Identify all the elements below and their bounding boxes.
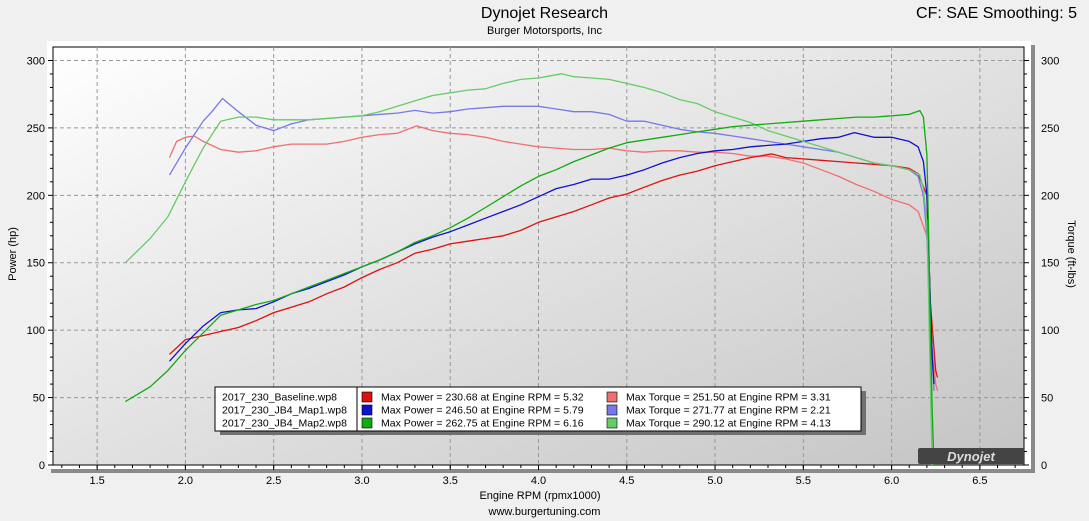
y-tick-label: 0 xyxy=(39,460,45,472)
y-tick-label: 100 xyxy=(27,325,45,337)
legend-series-name: 2017_230_JB4_Map1.wp8 xyxy=(222,405,347,417)
x-tick-label: 4.0 xyxy=(531,475,546,487)
legend-series-name: 2017_230_Baseline.wp8 xyxy=(222,392,337,404)
y2-tick-label: 50 xyxy=(1041,393,1053,405)
x-tick-label: 1.5 xyxy=(89,475,104,487)
legend-power-swatch xyxy=(361,404,373,416)
y-tick-label: 300 xyxy=(27,55,45,67)
x-tick-label: 6.0 xyxy=(884,475,899,487)
series-3-torque-line xyxy=(124,73,933,466)
series-lines xyxy=(124,73,939,466)
x-tick-label: 2.0 xyxy=(178,475,193,487)
axis-ticks: 1.5 2.0 2.5 3.0 3.5 4.0 4.5 5.0 5.5 6.0 6.5 0 0 50 50 1… xyxy=(27,55,1060,487)
legend-series-name: 2017_230_JB4_Map2.wp8 xyxy=(222,418,347,430)
x-axis-label: Engine RPM (rpmx1000) xyxy=(479,490,600,502)
y2-tick-label: 200 xyxy=(1041,190,1059,202)
legend-power-swatch xyxy=(361,391,373,403)
series-1-power-line xyxy=(169,153,939,378)
legend-max-torque: Max Torque = 251.50 at Engine RPM = 3.31 xyxy=(626,392,831,404)
chart-subtitle: Burger Motorsports, Inc xyxy=(487,25,602,37)
legend: 2017_230_Baseline.wp8 Max Power = 230.68 … xyxy=(214,386,866,435)
legend-max-torque: Max Torque = 290.12 at Engine RPM = 4.13 xyxy=(626,418,831,430)
x-tick-label: 5.5 xyxy=(796,475,811,487)
legend-max-power: Max Power = 230.68 at Engine RPM = 5.32 xyxy=(381,392,584,404)
y2-tick-label: 100 xyxy=(1041,325,1059,337)
y2-tick-label: 250 xyxy=(1041,123,1059,135)
y-tick-label: 200 xyxy=(27,190,45,202)
x-tick-label: 3.5 xyxy=(443,475,458,487)
correction-factor-label: CF: SAE Smoothing: 5 xyxy=(916,5,1077,22)
y-tick-label: 250 xyxy=(27,123,45,135)
x-tick-label: 2.5 xyxy=(266,475,281,487)
legend-max-power: Max Power = 246.50 at Engine RPM = 5.79 xyxy=(381,405,584,417)
x-tick-label: 3.0 xyxy=(354,475,369,487)
y-axis-label: Power (hp) xyxy=(7,227,19,281)
dynojet-logo: Dynojet xyxy=(918,448,1024,464)
legend-torque-swatch xyxy=(606,417,618,429)
chart-title: Dynojet Research xyxy=(480,5,609,22)
series-2-power-line xyxy=(169,131,935,385)
series-3-power-line xyxy=(125,109,935,466)
y2-axis-label: Torque (ft-lbs) xyxy=(1065,220,1077,288)
y2-tick-label: 300 xyxy=(1041,55,1059,67)
y2-tick-label: 150 xyxy=(1041,258,1059,270)
y-tick-label: 150 xyxy=(27,258,45,270)
x-tick-label: 6.5 xyxy=(972,475,987,487)
x-tick-label: 4.5 xyxy=(619,475,634,487)
footer-url[interactable]: www.burgertuning.com xyxy=(488,506,601,518)
legend-power-swatch xyxy=(361,417,373,429)
y2-tick-label: 0 xyxy=(1041,460,1047,472)
y-tick-label: 50 xyxy=(33,393,45,405)
logo-text: Dynojet xyxy=(947,449,995,464)
legend-torque-swatch xyxy=(606,391,618,403)
legend-torque-swatch xyxy=(606,404,618,416)
x-tick-label: 5.0 xyxy=(707,475,722,487)
legend-max-power: Max Power = 262.75 at Engine RPM = 6.16 xyxy=(381,418,584,430)
legend-max-torque: Max Torque = 271.77 at Engine RPM = 2.21 xyxy=(626,405,831,417)
series-1-torque-line xyxy=(168,125,939,391)
